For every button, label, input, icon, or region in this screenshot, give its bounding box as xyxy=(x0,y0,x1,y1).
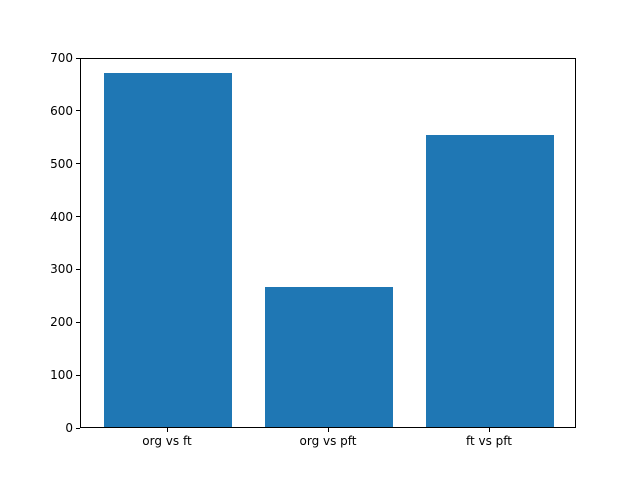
x-tick-label: org vs ft xyxy=(142,434,192,448)
y-tick-label: 0 xyxy=(65,421,73,435)
y-tick-mark xyxy=(76,110,80,112)
bar-org-vs-pft xyxy=(264,286,394,427)
plot-area xyxy=(80,58,576,428)
y-tick-mark xyxy=(76,57,80,59)
y-tick-mark xyxy=(76,163,80,165)
x-tick-mark xyxy=(327,428,329,432)
y-tick-label: 400 xyxy=(50,209,73,224)
bar-ft-vs-pft xyxy=(425,134,555,427)
y-tick-mark xyxy=(76,216,80,218)
y-tick-label: 200 xyxy=(50,315,73,330)
y-tick-mark xyxy=(76,427,80,429)
y-tick-label: 300 xyxy=(50,262,73,277)
bar-org-vs-ft xyxy=(103,72,233,427)
y-tick-mark xyxy=(76,321,80,323)
y-tick-label: 600 xyxy=(50,103,73,118)
y-tick-label: 500 xyxy=(50,156,73,171)
y-tick-mark xyxy=(76,374,80,376)
x-tick-label: ft vs pft xyxy=(465,434,513,448)
y-tick-label: 700 xyxy=(50,51,73,65)
x-tick-label: org vs pft xyxy=(299,434,357,448)
y-tick-mark xyxy=(76,268,80,270)
y-tick-label: 100 xyxy=(50,368,73,383)
x-tick-mark xyxy=(488,428,490,432)
x-tick-mark xyxy=(166,428,168,432)
